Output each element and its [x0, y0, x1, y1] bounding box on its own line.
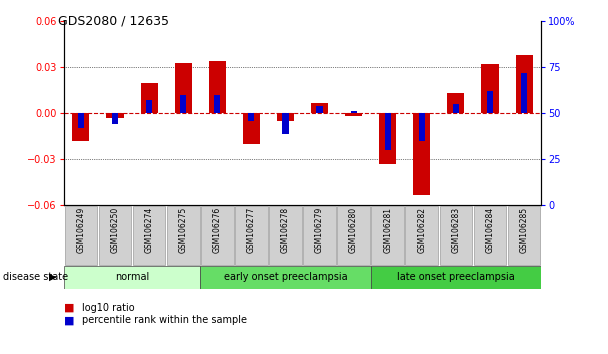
Bar — [419, 113, 425, 141]
Bar — [453, 104, 459, 113]
FancyBboxPatch shape — [98, 206, 131, 265]
Bar — [243, 113, 260, 144]
Bar — [277, 113, 294, 121]
FancyBboxPatch shape — [235, 206, 268, 265]
Bar — [209, 61, 226, 113]
Bar — [106, 113, 123, 118]
Bar — [413, 113, 430, 195]
Bar — [140, 82, 157, 113]
FancyBboxPatch shape — [371, 206, 404, 265]
Text: ▶: ▶ — [49, 272, 56, 282]
Text: GSM106278: GSM106278 — [281, 207, 290, 253]
Text: GSM106275: GSM106275 — [179, 207, 188, 253]
Text: ■: ■ — [64, 315, 74, 325]
FancyBboxPatch shape — [167, 206, 199, 265]
Bar — [379, 113, 396, 164]
Bar — [447, 93, 465, 113]
FancyBboxPatch shape — [337, 206, 370, 265]
Bar — [72, 113, 89, 141]
Text: log10 ratio: log10 ratio — [82, 303, 135, 313]
Text: GDS2080 / 12635: GDS2080 / 12635 — [58, 14, 169, 27]
Text: GSM106274: GSM106274 — [145, 207, 154, 253]
Text: percentile rank within the sample: percentile rank within the sample — [82, 315, 247, 325]
Text: normal: normal — [115, 272, 149, 282]
FancyBboxPatch shape — [200, 266, 371, 289]
Text: GSM106283: GSM106283 — [451, 207, 460, 253]
FancyBboxPatch shape — [371, 266, 541, 289]
Bar — [282, 113, 289, 133]
Bar — [112, 113, 118, 124]
FancyBboxPatch shape — [474, 206, 506, 265]
Bar — [248, 113, 254, 121]
Bar — [214, 95, 220, 113]
Bar — [180, 95, 186, 113]
Text: GSM106277: GSM106277 — [247, 207, 256, 253]
Bar — [521, 73, 527, 113]
Bar — [174, 63, 192, 113]
Text: GSM106249: GSM106249 — [77, 207, 85, 253]
FancyBboxPatch shape — [303, 206, 336, 265]
Text: GSM106276: GSM106276 — [213, 207, 222, 253]
Bar — [316, 106, 323, 113]
FancyBboxPatch shape — [406, 206, 438, 265]
Bar — [482, 64, 499, 113]
Bar — [146, 101, 152, 113]
Bar — [345, 113, 362, 116]
Text: GSM106250: GSM106250 — [111, 207, 120, 253]
Text: GSM106285: GSM106285 — [520, 207, 528, 253]
Text: GSM106281: GSM106281 — [383, 207, 392, 253]
Text: GSM106280: GSM106280 — [349, 207, 358, 253]
Bar — [487, 91, 493, 113]
FancyBboxPatch shape — [508, 206, 541, 265]
Bar — [351, 112, 357, 113]
FancyBboxPatch shape — [201, 206, 233, 265]
FancyBboxPatch shape — [133, 206, 165, 265]
Bar — [516, 55, 533, 113]
Text: GSM106279: GSM106279 — [315, 207, 324, 253]
Text: GSM106282: GSM106282 — [417, 207, 426, 253]
Text: early onset preeclampsia: early onset preeclampsia — [224, 272, 347, 282]
FancyBboxPatch shape — [269, 206, 302, 265]
Text: ■: ■ — [64, 303, 74, 313]
Bar — [78, 113, 84, 128]
Text: late onset preeclampsia: late onset preeclampsia — [397, 272, 515, 282]
Text: disease state: disease state — [3, 272, 68, 282]
Text: GSM106284: GSM106284 — [485, 207, 494, 253]
FancyBboxPatch shape — [64, 266, 200, 289]
Bar — [311, 103, 328, 113]
Bar — [385, 113, 391, 150]
FancyBboxPatch shape — [440, 206, 472, 265]
FancyBboxPatch shape — [64, 206, 97, 265]
